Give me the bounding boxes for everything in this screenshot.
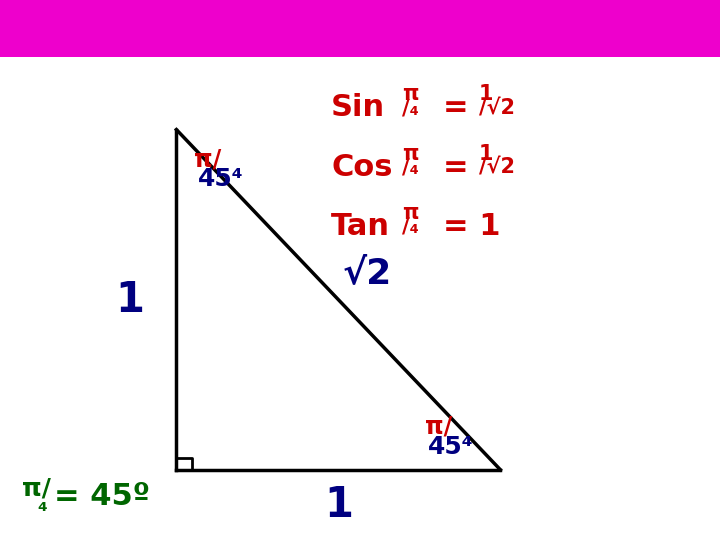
Text: Sin: Sin [331, 93, 385, 123]
Text: ₄: ₄ [37, 495, 48, 515]
Text: 1: 1 [115, 279, 144, 321]
Text: π/: π/ [425, 415, 452, 438]
Text: /√2: /√2 [479, 98, 515, 118]
Text: /₄: /₄ [402, 217, 418, 237]
Text: Tan: Tan [331, 212, 390, 241]
Text: =: = [443, 93, 469, 123]
Text: Cos: Cos [331, 153, 392, 182]
Text: 1: 1 [479, 144, 493, 164]
Text: √2: √2 [343, 256, 392, 289]
Text: 45⁴: 45⁴ [198, 167, 243, 191]
Text: π/: π/ [194, 147, 222, 171]
Text: /₄: /₄ [402, 157, 418, 178]
Text: 1: 1 [324, 484, 353, 526]
Text: =: = [443, 153, 469, 182]
Text: π: π [402, 203, 418, 224]
Text: π: π [402, 84, 418, 105]
Text: = 45º: = 45º [54, 482, 150, 511]
Text: /√2: /√2 [479, 157, 515, 178]
Text: Trigonometric Results: Trigonometric Results [165, 9, 555, 43]
Text: π/: π/ [22, 477, 50, 501]
Text: = 1: = 1 [443, 212, 500, 241]
Text: 45⁴: 45⁴ [428, 435, 474, 458]
Text: 1: 1 [479, 84, 493, 105]
Text: /₄: /₄ [402, 98, 418, 118]
Text: π: π [402, 144, 418, 164]
